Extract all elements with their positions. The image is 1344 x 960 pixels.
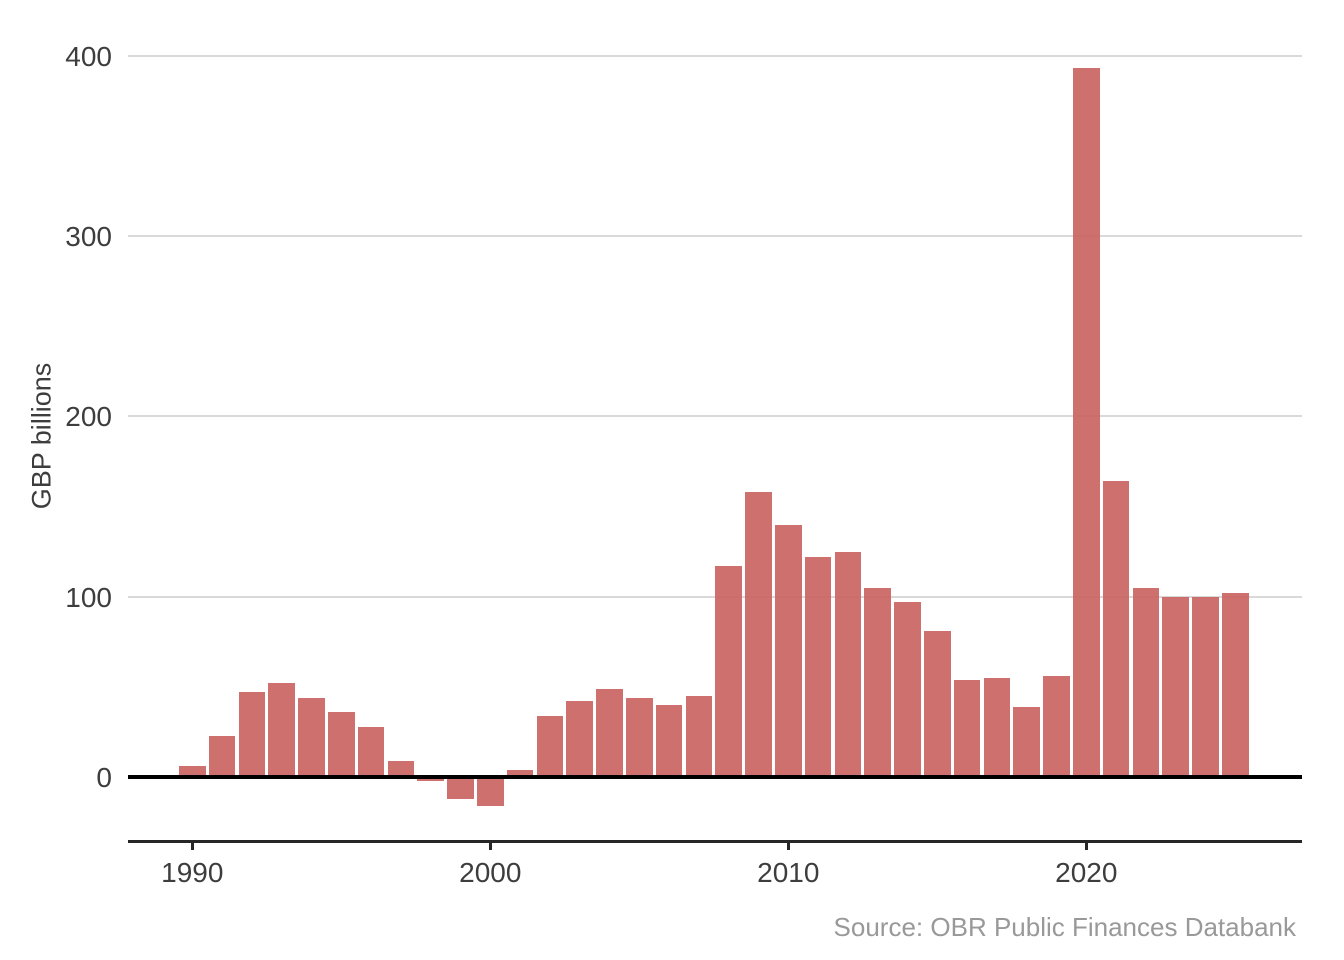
bar-2003	[566, 701, 593, 777]
gridline-300	[128, 235, 1302, 238]
bar-2023	[1162, 596, 1189, 777]
y-tick-label-0: 0	[96, 762, 112, 793]
bar-2021	[1102, 481, 1130, 777]
bar-2002	[536, 715, 564, 777]
gridline-100	[128, 595, 1302, 598]
bar-2014	[894, 602, 921, 777]
bar-2024	[1192, 596, 1219, 777]
bar-2019	[1043, 676, 1070, 777]
bar-2004	[596, 688, 623, 777]
y-tick-label-400: 400	[65, 40, 112, 72]
gridline-200	[128, 415, 1302, 418]
x-tick-2020	[1085, 843, 1088, 850]
bar-2020	[1073, 68, 1100, 777]
y-tick-label-200: 200	[65, 401, 112, 433]
x-tick-label-2020: 2020	[1055, 857, 1118, 888]
x-tick-label-2000: 2000	[459, 857, 522, 888]
bar-2001	[506, 769, 534, 777]
bar-2017	[983, 677, 1011, 777]
bar-2008	[715, 566, 742, 777]
gridline-400	[128, 54, 1302, 57]
bar-2010	[775, 524, 802, 777]
y-tick-label-100: 100	[65, 581, 112, 613]
bar-2015	[924, 630, 951, 777]
bar-2022	[1132, 587, 1160, 777]
x-axis-line	[128, 840, 1302, 843]
bar-2007	[685, 695, 713, 777]
bar-2012	[834, 551, 862, 777]
x-tick-label-1990: 1990	[161, 857, 224, 888]
bar-1991	[208, 735, 236, 777]
bar-1997	[387, 760, 415, 777]
bar-2000	[477, 777, 504, 806]
bar-2025	[1222, 593, 1249, 777]
bar-1992	[238, 692, 266, 777]
bar-2011	[804, 557, 832, 777]
bar-1999	[447, 777, 474, 799]
bar-2006	[655, 704, 683, 777]
y-tick-label-300: 300	[65, 221, 112, 253]
bar-2009	[745, 492, 772, 777]
bar-2018	[1013, 706, 1040, 777]
zero-baseline	[128, 775, 1302, 779]
bar-1990	[179, 766, 206, 777]
bar-2005	[626, 697, 653, 777]
bar-1994	[298, 697, 325, 777]
bar-1995	[328, 712, 355, 777]
bar-1993	[268, 683, 295, 777]
source-note: Source: OBR Public Finances Databank	[833, 912, 1296, 942]
y-axis-title: GBP billions	[26, 362, 57, 510]
x-tick-1990	[191, 843, 194, 850]
x-tick-2000	[489, 843, 492, 850]
x-tick-2010	[787, 843, 790, 850]
x-tick-label-2010: 2010	[757, 857, 820, 888]
bar-2016	[953, 679, 981, 777]
bar-2013	[864, 587, 891, 777]
bar-1996	[357, 726, 385, 777]
